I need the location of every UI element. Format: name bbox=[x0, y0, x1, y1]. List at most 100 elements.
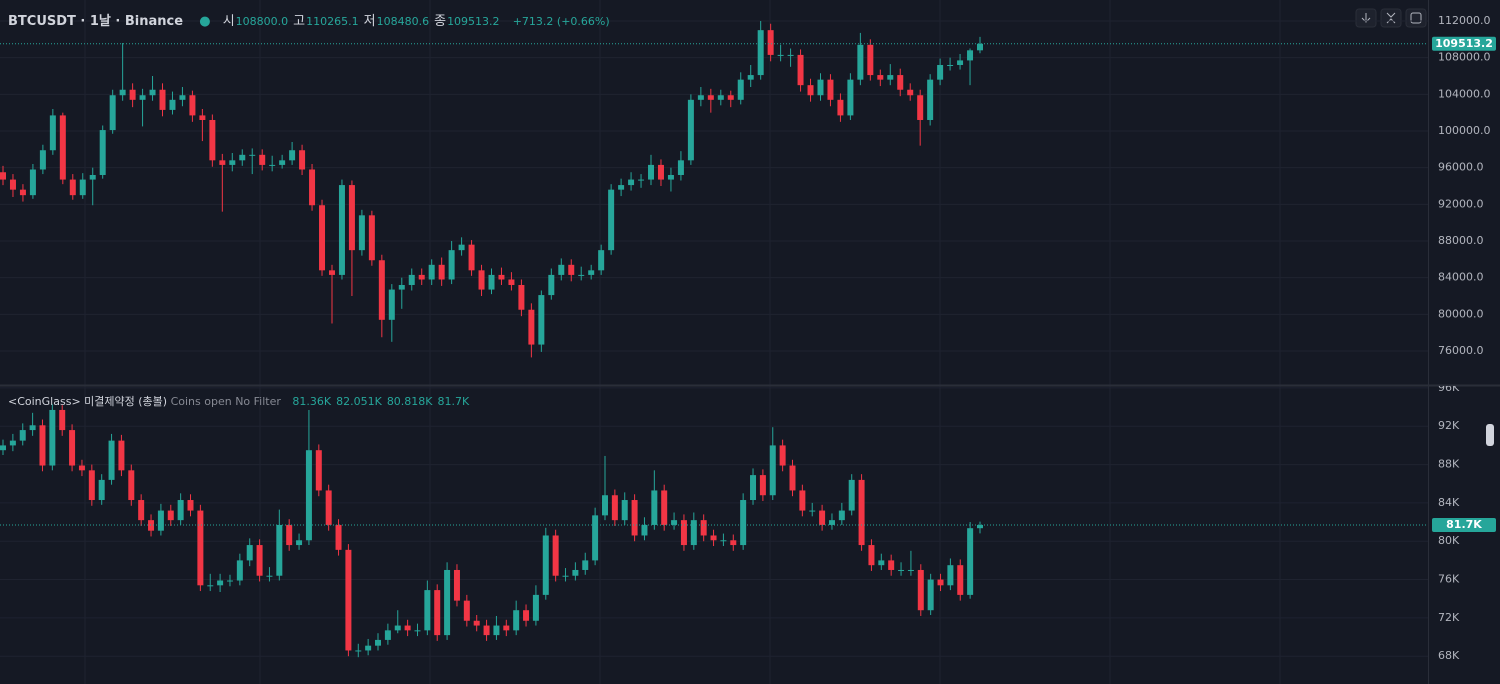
candle-body bbox=[29, 169, 36, 196]
candle-body bbox=[657, 164, 664, 180]
indicator-title[interactable]: <CoinGlass> 미결제약정 (총볼) bbox=[8, 395, 168, 408]
candle-body bbox=[548, 274, 555, 296]
candle-body bbox=[89, 174, 96, 180]
candle-body bbox=[618, 185, 625, 190]
candle-body bbox=[578, 274, 585, 276]
candle-body bbox=[289, 150, 296, 161]
candle-body bbox=[448, 250, 455, 280]
candle-body bbox=[394, 625, 401, 631]
last-price-tag bbox=[1432, 517, 1496, 532]
candle-body bbox=[671, 520, 678, 525]
candle-body bbox=[528, 309, 535, 345]
button-collapse[interactable] bbox=[1380, 8, 1402, 28]
candle-body bbox=[69, 179, 76, 196]
candle-body bbox=[897, 75, 904, 90]
candle-body bbox=[858, 479, 865, 546]
candle-body bbox=[118, 440, 125, 471]
candle-body bbox=[508, 279, 515, 285]
candle-body bbox=[628, 179, 635, 186]
legend-value: 108800.0 bbox=[235, 15, 289, 28]
candle-body bbox=[532, 594, 539, 621]
candle-body bbox=[375, 639, 382, 646]
candle-body bbox=[677, 160, 684, 175]
candle-body bbox=[199, 115, 206, 120]
candle-body bbox=[538, 295, 545, 345]
last-price-tag bbox=[1432, 36, 1496, 51]
candle-body bbox=[236, 560, 243, 581]
ohlc-legend: 시108800.0 고110265.1 저108480.6 종109513.2 bbox=[223, 14, 505, 29]
candle-body bbox=[9, 179, 16, 190]
candle-body bbox=[777, 54, 784, 56]
candle-body bbox=[315, 450, 322, 491]
candle-body bbox=[99, 130, 106, 175]
button-maximize[interactable] bbox=[1405, 8, 1427, 28]
candle-body bbox=[687, 99, 694, 161]
candle-body bbox=[177, 500, 184, 521]
candle-body bbox=[957, 565, 964, 595]
candle-body bbox=[757, 30, 764, 76]
symbol[interactable]: BTCUSDT · 1날 · Binance bbox=[8, 14, 184, 29]
candle-body bbox=[562, 575, 569, 577]
candle-body bbox=[148, 520, 155, 531]
candle-body bbox=[690, 520, 697, 546]
toolbar bbox=[1355, 8, 1494, 446]
candle-body bbox=[279, 160, 286, 165]
candle-body bbox=[478, 270, 485, 290]
candle-body bbox=[138, 500, 145, 521]
indicator-values: 81.36K 82.051K 80.818K 81.7K bbox=[292, 395, 474, 408]
candle-body bbox=[661, 490, 668, 525]
candle-body bbox=[109, 95, 116, 131]
change: +713.2 (+0.66%) bbox=[512, 15, 610, 28]
candle-body bbox=[169, 99, 176, 110]
candle-body bbox=[463, 600, 470, 621]
candle-body bbox=[129, 89, 136, 100]
candle-body bbox=[857, 44, 864, 80]
candle-body bbox=[967, 50, 974, 61]
icon bbox=[1410, 12, 1422, 24]
scroll-handle[interactable] bbox=[1486, 424, 1494, 446]
candle-body bbox=[747, 75, 754, 80]
candle-body bbox=[159, 89, 166, 110]
y-tick-label: 96000.0 bbox=[1438, 161, 1484, 174]
candle-body bbox=[697, 95, 704, 100]
candle-body bbox=[828, 520, 835, 525]
candle-body bbox=[847, 79, 854, 116]
candle-body bbox=[108, 440, 115, 480]
candle-body bbox=[458, 244, 465, 251]
candle-body bbox=[947, 565, 954, 586]
candle-body bbox=[558, 264, 565, 275]
candle-body bbox=[444, 569, 451, 636]
candle-body bbox=[49, 409, 56, 466]
candle-body bbox=[513, 610, 520, 631]
legend-label: 저 bbox=[363, 14, 376, 29]
candle-body bbox=[246, 545, 253, 561]
candle-body bbox=[249, 154, 256, 156]
candle-body bbox=[750, 475, 757, 501]
candle-body bbox=[338, 185, 345, 275]
y-tick-label: 80000.0 bbox=[1438, 307, 1484, 320]
candle-body bbox=[601, 495, 608, 516]
candle-body bbox=[737, 79, 744, 100]
y-tick-label: 72K bbox=[1438, 611, 1460, 624]
legend-label: 시 bbox=[222, 14, 235, 29]
candle-body bbox=[967, 528, 974, 595]
candle-body bbox=[229, 160, 236, 165]
candle-body bbox=[266, 575, 273, 577]
candle-body bbox=[325, 490, 332, 525]
status-dot: ● bbox=[199, 14, 211, 29]
candle-body bbox=[957, 60, 964, 65]
candle-body bbox=[759, 475, 766, 496]
candle-body bbox=[98, 479, 105, 501]
legend-label: 고 bbox=[293, 14, 306, 29]
candle-body bbox=[710, 535, 717, 541]
candle-body bbox=[473, 620, 480, 626]
candle-body bbox=[799, 490, 806, 511]
candle-body bbox=[69, 430, 76, 466]
candle-body bbox=[977, 524, 983, 529]
y-tick-label: 88K bbox=[1438, 458, 1460, 471]
candle-body bbox=[79, 179, 86, 196]
candle-body bbox=[779, 445, 786, 466]
